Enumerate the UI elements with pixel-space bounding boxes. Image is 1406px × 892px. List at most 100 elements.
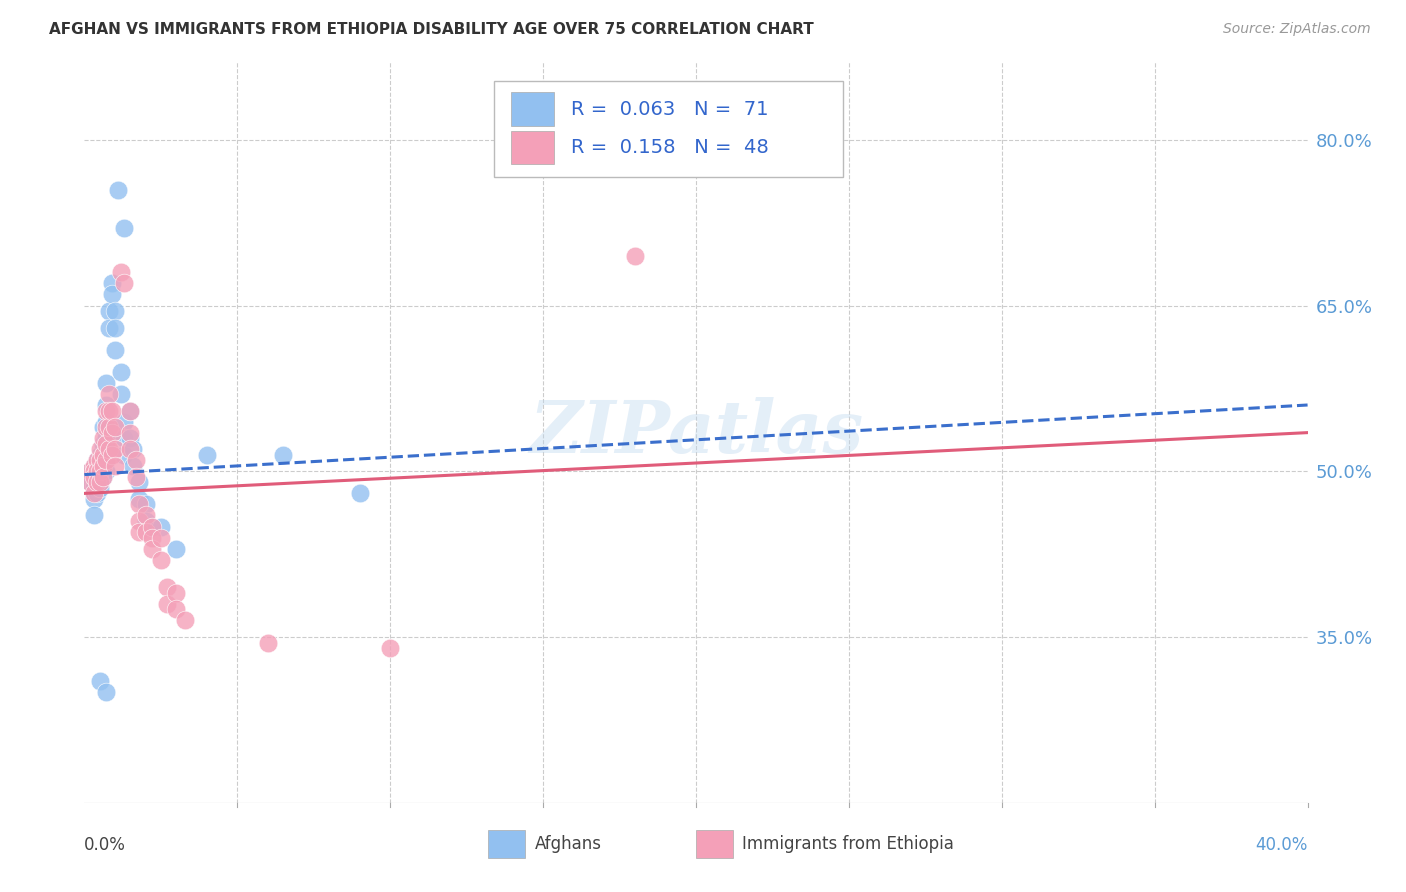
Point bbox=[89, 475, 111, 490]
Point bbox=[94, 685, 117, 699]
Point bbox=[104, 304, 127, 318]
Point bbox=[86, 453, 108, 467]
Point bbox=[86, 486, 108, 500]
Text: 0.0%: 0.0% bbox=[84, 836, 127, 855]
Point bbox=[94, 403, 117, 417]
Point bbox=[125, 470, 148, 484]
Point bbox=[101, 403, 124, 417]
Point bbox=[89, 674, 111, 689]
Point bbox=[94, 464, 117, 478]
Point bbox=[149, 519, 172, 533]
Point bbox=[86, 475, 108, 490]
Point bbox=[83, 464, 105, 478]
Text: Afghans: Afghans bbox=[534, 835, 602, 853]
Point bbox=[89, 453, 111, 467]
Point bbox=[91, 431, 114, 445]
Point bbox=[104, 343, 127, 357]
Text: ZIPatlas: ZIPatlas bbox=[529, 397, 863, 468]
FancyBboxPatch shape bbox=[696, 830, 733, 858]
Point bbox=[128, 514, 150, 528]
Point bbox=[149, 552, 172, 566]
Point bbox=[86, 475, 108, 490]
Point bbox=[83, 481, 105, 495]
Point bbox=[101, 448, 124, 462]
Point bbox=[97, 387, 120, 401]
Point bbox=[86, 481, 108, 495]
Point bbox=[101, 287, 124, 301]
Point bbox=[104, 458, 127, 473]
Point bbox=[89, 453, 111, 467]
Point bbox=[91, 448, 114, 462]
Text: R =  0.063   N =  71: R = 0.063 N = 71 bbox=[571, 100, 769, 119]
Point bbox=[89, 464, 111, 478]
Point bbox=[257, 635, 280, 649]
Point bbox=[165, 602, 187, 616]
Point bbox=[83, 508, 105, 523]
Point bbox=[135, 508, 157, 523]
Point bbox=[89, 458, 111, 473]
Point bbox=[94, 453, 117, 467]
Point bbox=[86, 464, 108, 478]
Point bbox=[141, 519, 163, 533]
Point bbox=[83, 458, 105, 473]
Point bbox=[104, 442, 127, 457]
Text: R =  0.158   N =  48: R = 0.158 N = 48 bbox=[571, 138, 769, 157]
Point bbox=[195, 448, 218, 462]
Point bbox=[94, 442, 117, 457]
Point bbox=[624, 249, 647, 263]
Point bbox=[112, 431, 135, 445]
Point bbox=[83, 491, 105, 506]
Point bbox=[122, 458, 145, 473]
Point bbox=[79, 475, 101, 490]
Point bbox=[97, 420, 120, 434]
Point bbox=[141, 531, 163, 545]
Point bbox=[89, 464, 111, 478]
Text: Immigrants from Ethiopia: Immigrants from Ethiopia bbox=[742, 835, 955, 853]
Point bbox=[91, 458, 114, 473]
Point bbox=[135, 524, 157, 539]
Point bbox=[94, 436, 117, 450]
Point bbox=[83, 470, 105, 484]
Text: AFGHAN VS IMMIGRANTS FROM ETHIOPIA DISABILITY AGE OVER 75 CORRELATION CHART: AFGHAN VS IMMIGRANTS FROM ETHIOPIA DISAB… bbox=[49, 22, 814, 37]
Point bbox=[104, 320, 127, 334]
Point bbox=[141, 541, 163, 556]
Point bbox=[89, 470, 111, 484]
Point bbox=[83, 486, 105, 500]
Point bbox=[94, 431, 117, 445]
Point bbox=[94, 415, 117, 429]
Point bbox=[86, 458, 108, 473]
Point bbox=[97, 320, 120, 334]
Point bbox=[94, 453, 117, 467]
Point bbox=[91, 470, 114, 484]
Point bbox=[101, 277, 124, 291]
Point bbox=[149, 531, 172, 545]
Point bbox=[112, 448, 135, 462]
FancyBboxPatch shape bbox=[512, 93, 554, 126]
Point bbox=[86, 464, 108, 478]
Point bbox=[83, 475, 105, 490]
Text: Source: ZipAtlas.com: Source: ZipAtlas.com bbox=[1223, 22, 1371, 37]
Point bbox=[79, 464, 101, 478]
Point bbox=[101, 425, 124, 440]
Point bbox=[83, 470, 105, 484]
Point bbox=[165, 541, 187, 556]
Point bbox=[86, 453, 108, 467]
Point bbox=[91, 470, 114, 484]
Point bbox=[89, 481, 111, 495]
Point bbox=[89, 448, 111, 462]
Point bbox=[120, 442, 142, 457]
Point bbox=[110, 365, 132, 379]
Point bbox=[156, 580, 179, 594]
Point bbox=[112, 277, 135, 291]
Point bbox=[128, 524, 150, 539]
Point bbox=[91, 464, 114, 478]
Point bbox=[107, 182, 129, 196]
Point bbox=[112, 221, 135, 235]
Point bbox=[94, 398, 117, 412]
Point bbox=[97, 403, 120, 417]
Point bbox=[94, 376, 117, 390]
FancyBboxPatch shape bbox=[494, 81, 842, 178]
Point bbox=[91, 420, 114, 434]
Point bbox=[83, 458, 105, 473]
Point bbox=[97, 442, 120, 457]
